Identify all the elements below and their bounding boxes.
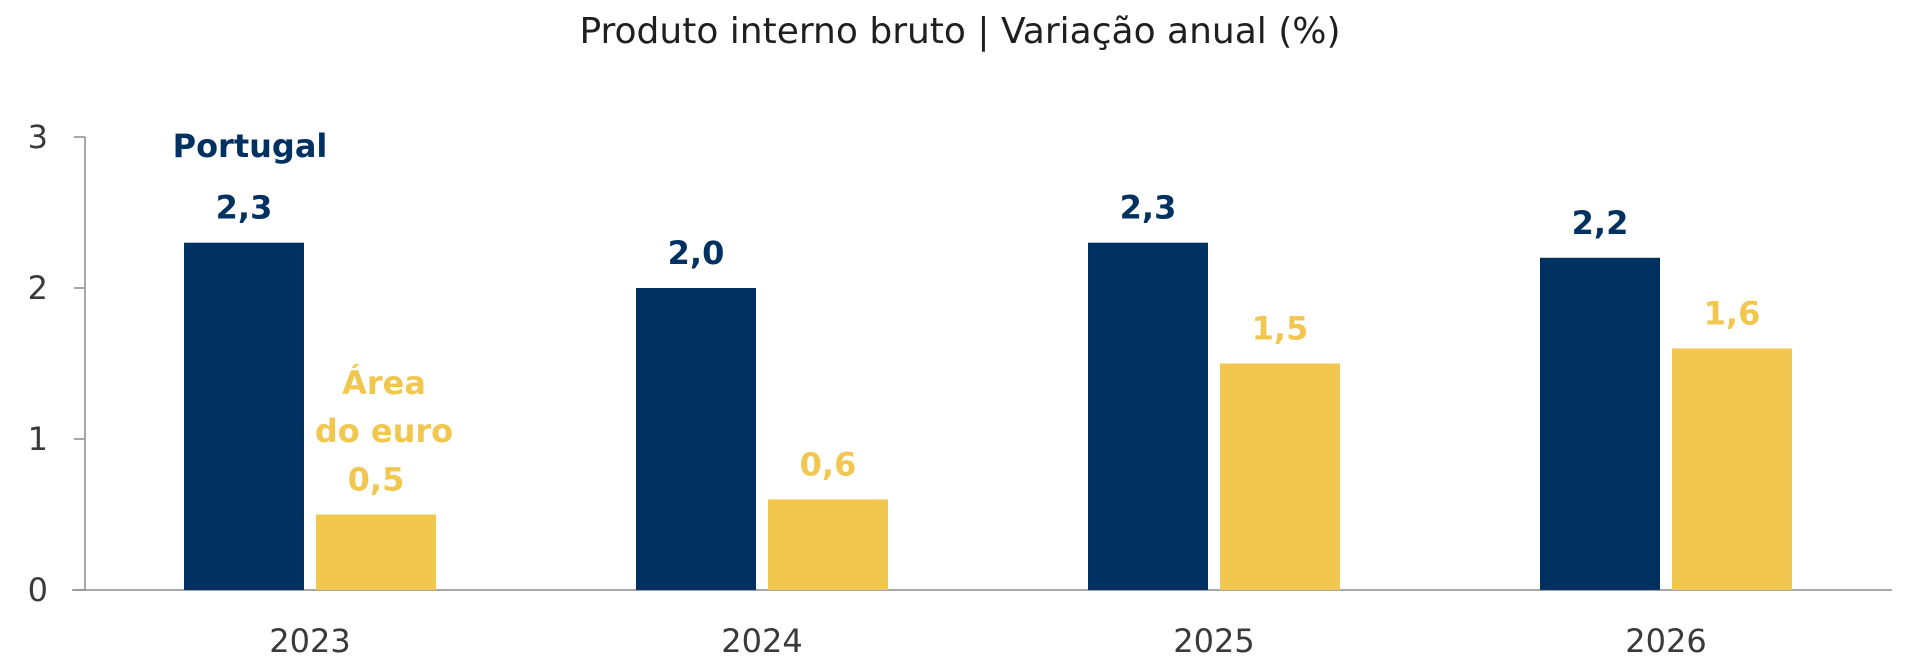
bar-portugal-2025 — [1088, 242, 1208, 590]
bar-area-euro-2026 — [1672, 348, 1792, 590]
category-labels: 2023 2024 2025 2026 — [269, 622, 1706, 658]
x-tick-label: 2023 — [269, 622, 350, 658]
y-tick-label: 0 — [28, 571, 48, 609]
bar-portugal-2023 — [184, 242, 304, 590]
bar-portugal-2024 — [636, 288, 756, 590]
y-tick-label: 3 — [28, 118, 48, 156]
value-label: 2,0 — [668, 234, 725, 272]
value-label: 2,2 — [1572, 204, 1629, 242]
value-label: 0,6 — [800, 445, 857, 483]
y-tick-label: 2 — [28, 269, 48, 307]
series-label-area-euro-line: Área — [342, 364, 426, 402]
bar-area-euro-2023 — [316, 514, 436, 590]
bar-portugal-2026 — [1540, 257, 1660, 590]
x-tick-label: 2026 — [1625, 622, 1706, 658]
bar-area-euro-2025 — [1220, 363, 1340, 590]
bars — [184, 242, 1792, 590]
series-label-area-euro-line: do euro — [315, 412, 453, 450]
value-labels: 2,3 2,0 2,3 2,2 0,5 0,6 1,5 1,6 — [216, 189, 1761, 499]
value-label: 1,5 — [1252, 310, 1309, 348]
x-tick-label: 2024 — [721, 622, 802, 658]
value-label: 2,3 — [216, 189, 273, 227]
y-ticks: 0 1 2 3 — [28, 118, 85, 609]
series-labels: Portugal Área do euro — [173, 127, 454, 450]
value-label: 2,3 — [1120, 189, 1177, 227]
bar-area-euro-2024 — [768, 499, 888, 590]
value-label: 0,5 — [348, 461, 405, 499]
series-label-portugal: Portugal — [173, 127, 328, 165]
y-tick-label: 1 — [28, 420, 48, 458]
chart-title: Produto interno bruto | Variação anual (… — [579, 11, 1341, 52]
x-tick-label: 2025 — [1173, 622, 1254, 658]
value-label: 1,6 — [1704, 294, 1761, 332]
